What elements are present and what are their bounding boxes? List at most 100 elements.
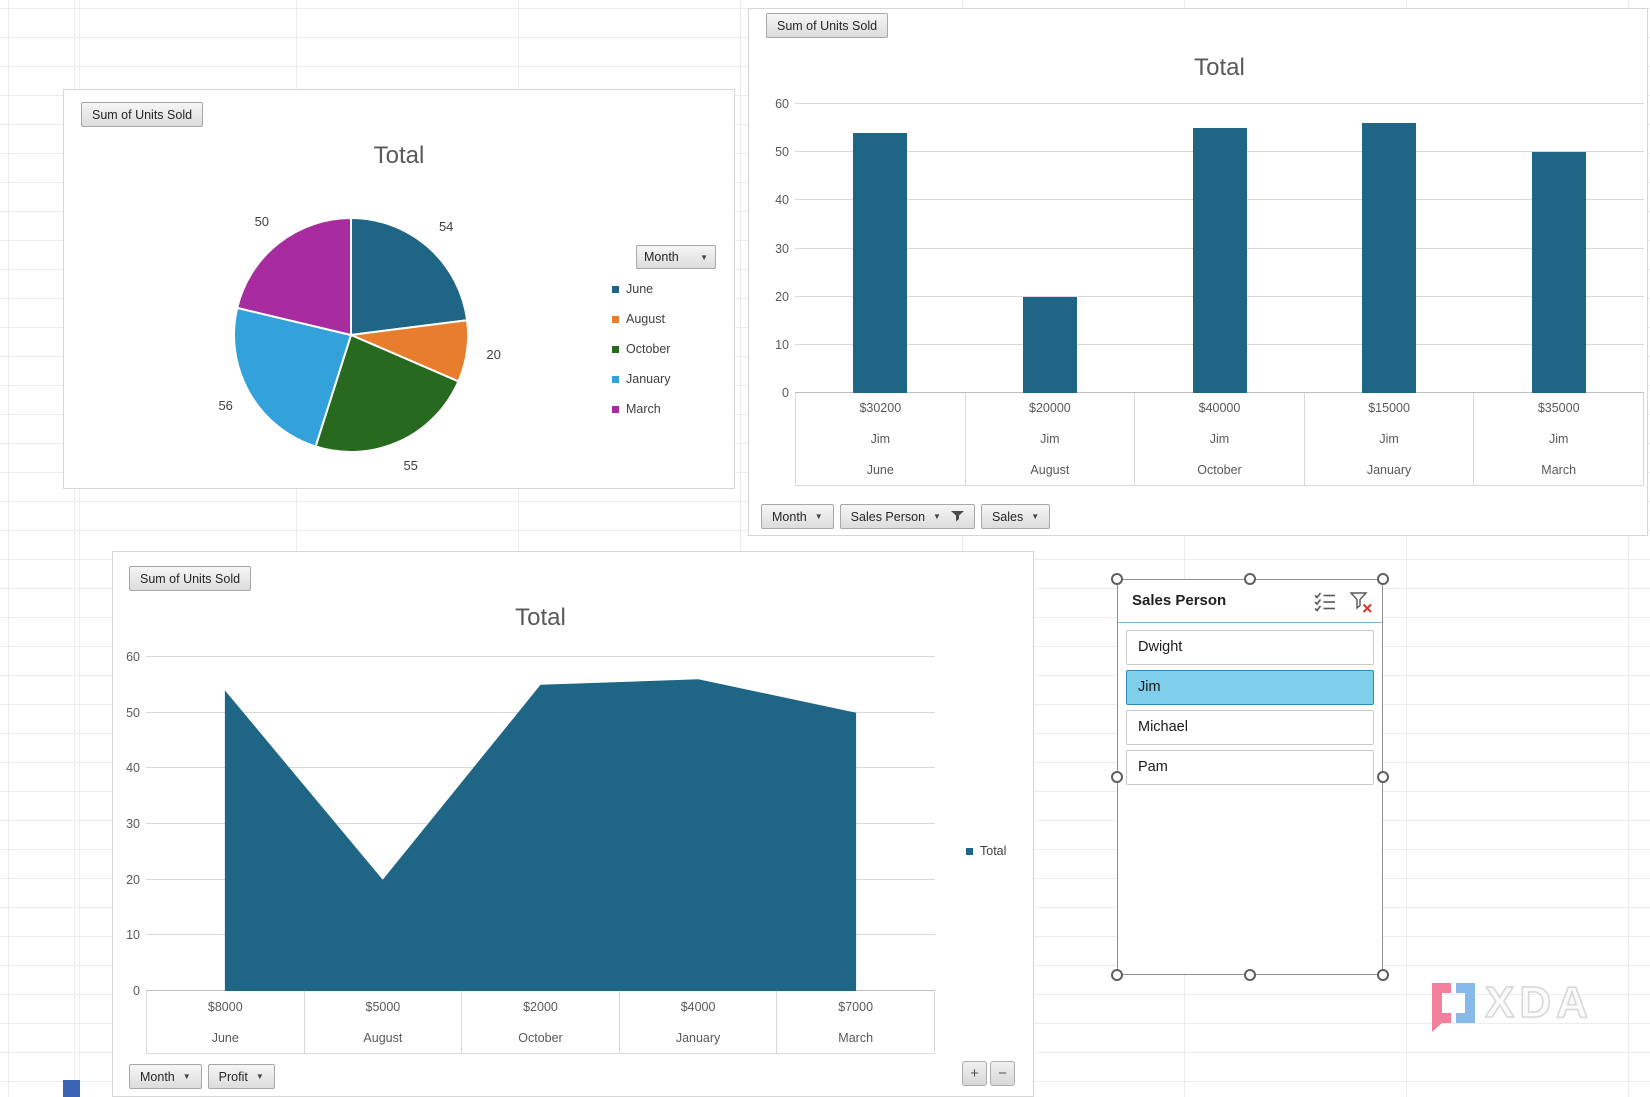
- chevron-down-icon: ▼: [814, 512, 823, 521]
- y-axis-label: 60: [126, 650, 140, 664]
- category-label: June: [211, 1030, 239, 1045]
- clear-filter-icon: [1349, 591, 1372, 613]
- xda-watermark: XDA: [1432, 977, 1593, 1032]
- resize-handle[interactable]: [1377, 969, 1389, 981]
- category-label: Jim: [1379, 432, 1399, 446]
- legend-item-august: August: [612, 304, 670, 334]
- multi-select-button[interactable]: [1312, 590, 1338, 614]
- y-axis-label: 30: [126, 817, 140, 831]
- bar-june[interactable]: [852, 132, 907, 393]
- resize-handle[interactable]: [1111, 969, 1123, 981]
- legend-swatch: [612, 285, 619, 293]
- resize-handle[interactable]: [1111, 573, 1123, 585]
- axis-field-button-month[interactable]: Month ▼: [761, 504, 834, 529]
- bar-august[interactable]: [1022, 296, 1077, 393]
- resize-handle[interactable]: [1111, 771, 1123, 783]
- category-label: $15000: [1368, 401, 1410, 416]
- grid-column-line: [8, 0, 9, 1097]
- slicer-item-dwight[interactable]: Dwight: [1126, 630, 1374, 665]
- pie-slice-october[interactable]: [314, 333, 460, 453]
- category-label: $40000: [1198, 401, 1241, 416]
- pie-slice-june[interactable]: [350, 216, 469, 337]
- bar-chart[interactable]: Sum of Units Sold Total 0 10 20 30 40 50 60 $3…: [748, 8, 1648, 536]
- legend-label: January: [626, 372, 671, 386]
- category-label: Jim: [1040, 432, 1060, 446]
- category-label: $7000: [838, 999, 874, 1014]
- chart-title: Total: [373, 142, 425, 169]
- filter-applied-icon: [950, 511, 964, 522]
- zoom-in-button[interactable]: +: [962, 1061, 987, 1086]
- y-axis-label: 0: [133, 984, 140, 998]
- resize-handle[interactable]: [1244, 969, 1256, 981]
- axis-field-button-sales-person[interactable]: Sales Person ▼: [839, 504, 975, 529]
- legend-label: Total: [980, 844, 1007, 858]
- pie-slice-march[interactable]: [235, 216, 352, 337]
- gridline: [795, 103, 1644, 104]
- slicer-item-jim[interactable]: Jim: [1126, 670, 1374, 705]
- pie-legend: June August October January March: [612, 274, 670, 424]
- field-button-label: Sales: [991, 509, 1024, 524]
- field-button-label: Month: [140, 1069, 175, 1084]
- slicer-item-michael[interactable]: Michael: [1126, 710, 1374, 745]
- sales-person-slicer[interactable]: Sales Person Dwight J: [1111, 573, 1389, 981]
- slicer-header: Sales Person: [1118, 580, 1382, 623]
- pie-chart[interactable]: Sum of Units Sold Total 54 20 55 56 50 Month…: [63, 89, 735, 489]
- gridline: [146, 656, 935, 657]
- legend-swatch: [966, 847, 973, 855]
- y-axis-label: 10: [775, 337, 789, 352]
- resize-handle[interactable]: [1244, 573, 1256, 585]
- chevron-down-icon: ▼: [933, 512, 941, 521]
- legend-swatch: [612, 405, 619, 413]
- category-label: Jim: [1548, 432, 1569, 446]
- area-category-axis: $8000 June $5000 August $2000 October $4000 Jan…: [146, 991, 935, 1054]
- pie-data-label: 55: [403, 458, 417, 473]
- chart-title: Total: [1194, 54, 1245, 81]
- chart-title: Total: [515, 604, 566, 631]
- xda-bracket-left-icon: [1432, 983, 1451, 1032]
- bar-january[interactable]: [1362, 123, 1417, 393]
- field-button-label: Sales Person: [850, 509, 926, 524]
- pie-slice-january[interactable]: [233, 306, 353, 448]
- axis-field-button-sales[interactable]: Sales ▼: [980, 504, 1051, 529]
- pie-data-label: 20: [486, 347, 500, 362]
- category-column: $4000 January: [618, 991, 777, 1053]
- axis-field-button-month[interactable]: Month ▼: [129, 1064, 202, 1089]
- category-column: $40000 Jim October: [1134, 393, 1304, 485]
- pie-plot: 54 20 55 56 50: [218, 214, 500, 473]
- resize-handle[interactable]: [1377, 771, 1389, 783]
- pivot-field-button-values[interactable]: Sum of Units Sold: [81, 102, 204, 127]
- area-series-total[interactable]: [224, 679, 857, 991]
- legend-field-button-month[interactable]: Month ▼: [636, 245, 716, 269]
- bar-october[interactable]: [1192, 128, 1247, 393]
- clear-filter-button[interactable]: [1348, 590, 1374, 614]
- zoom-out-button[interactable]: −: [990, 1061, 1015, 1086]
- bar-march[interactable]: [1532, 152, 1587, 393]
- area-chart[interactable]: Sum of Units Sold Total 0 10 20 30 40 50 60 $8…: [112, 551, 1034, 1097]
- bar-category-axis: $30200 Jim June $20000 Jim August $40000 Jim Oct…: [795, 393, 1644, 486]
- legend-label: August: [626, 312, 665, 326]
- chevron-down-icon: ▼: [255, 1072, 264, 1081]
- legend-item-june: June: [612, 274, 670, 304]
- pivot-field-button-values[interactable]: Sum of Units Sold: [766, 13, 889, 38]
- category-label: $20000: [1029, 401, 1071, 416]
- y-axis-label: 20: [775, 289, 789, 304]
- legend-swatch: [612, 315, 619, 323]
- category-column: $20000 Jim August: [964, 393, 1135, 485]
- slicer-item-pam[interactable]: Pam: [1126, 750, 1374, 785]
- field-button-label: Sum of Units Sold: [92, 107, 193, 122]
- resize-handle[interactable]: [1377, 573, 1389, 585]
- category-label: $4000: [680, 999, 716, 1014]
- legend-item-march: March: [612, 394, 670, 424]
- y-axis-label: 30: [775, 241, 789, 256]
- pivot-field-button-values[interactable]: Sum of Units Sold: [129, 566, 252, 591]
- category-label: October: [1197, 462, 1242, 477]
- axis-field-button-profit[interactable]: Profit ▼: [207, 1064, 275, 1089]
- category-label: August: [1030, 462, 1070, 477]
- field-button-label: Sum of Units Sold: [140, 571, 241, 586]
- field-button-label: Sum of Units Sold: [777, 18, 878, 33]
- pie-data-label: 50: [255, 214, 269, 229]
- category-label: August: [363, 1030, 403, 1045]
- grid-column-line: [79, 0, 80, 1097]
- category-label: $8000: [207, 999, 243, 1014]
- category-column: $8000 June: [146, 991, 304, 1053]
